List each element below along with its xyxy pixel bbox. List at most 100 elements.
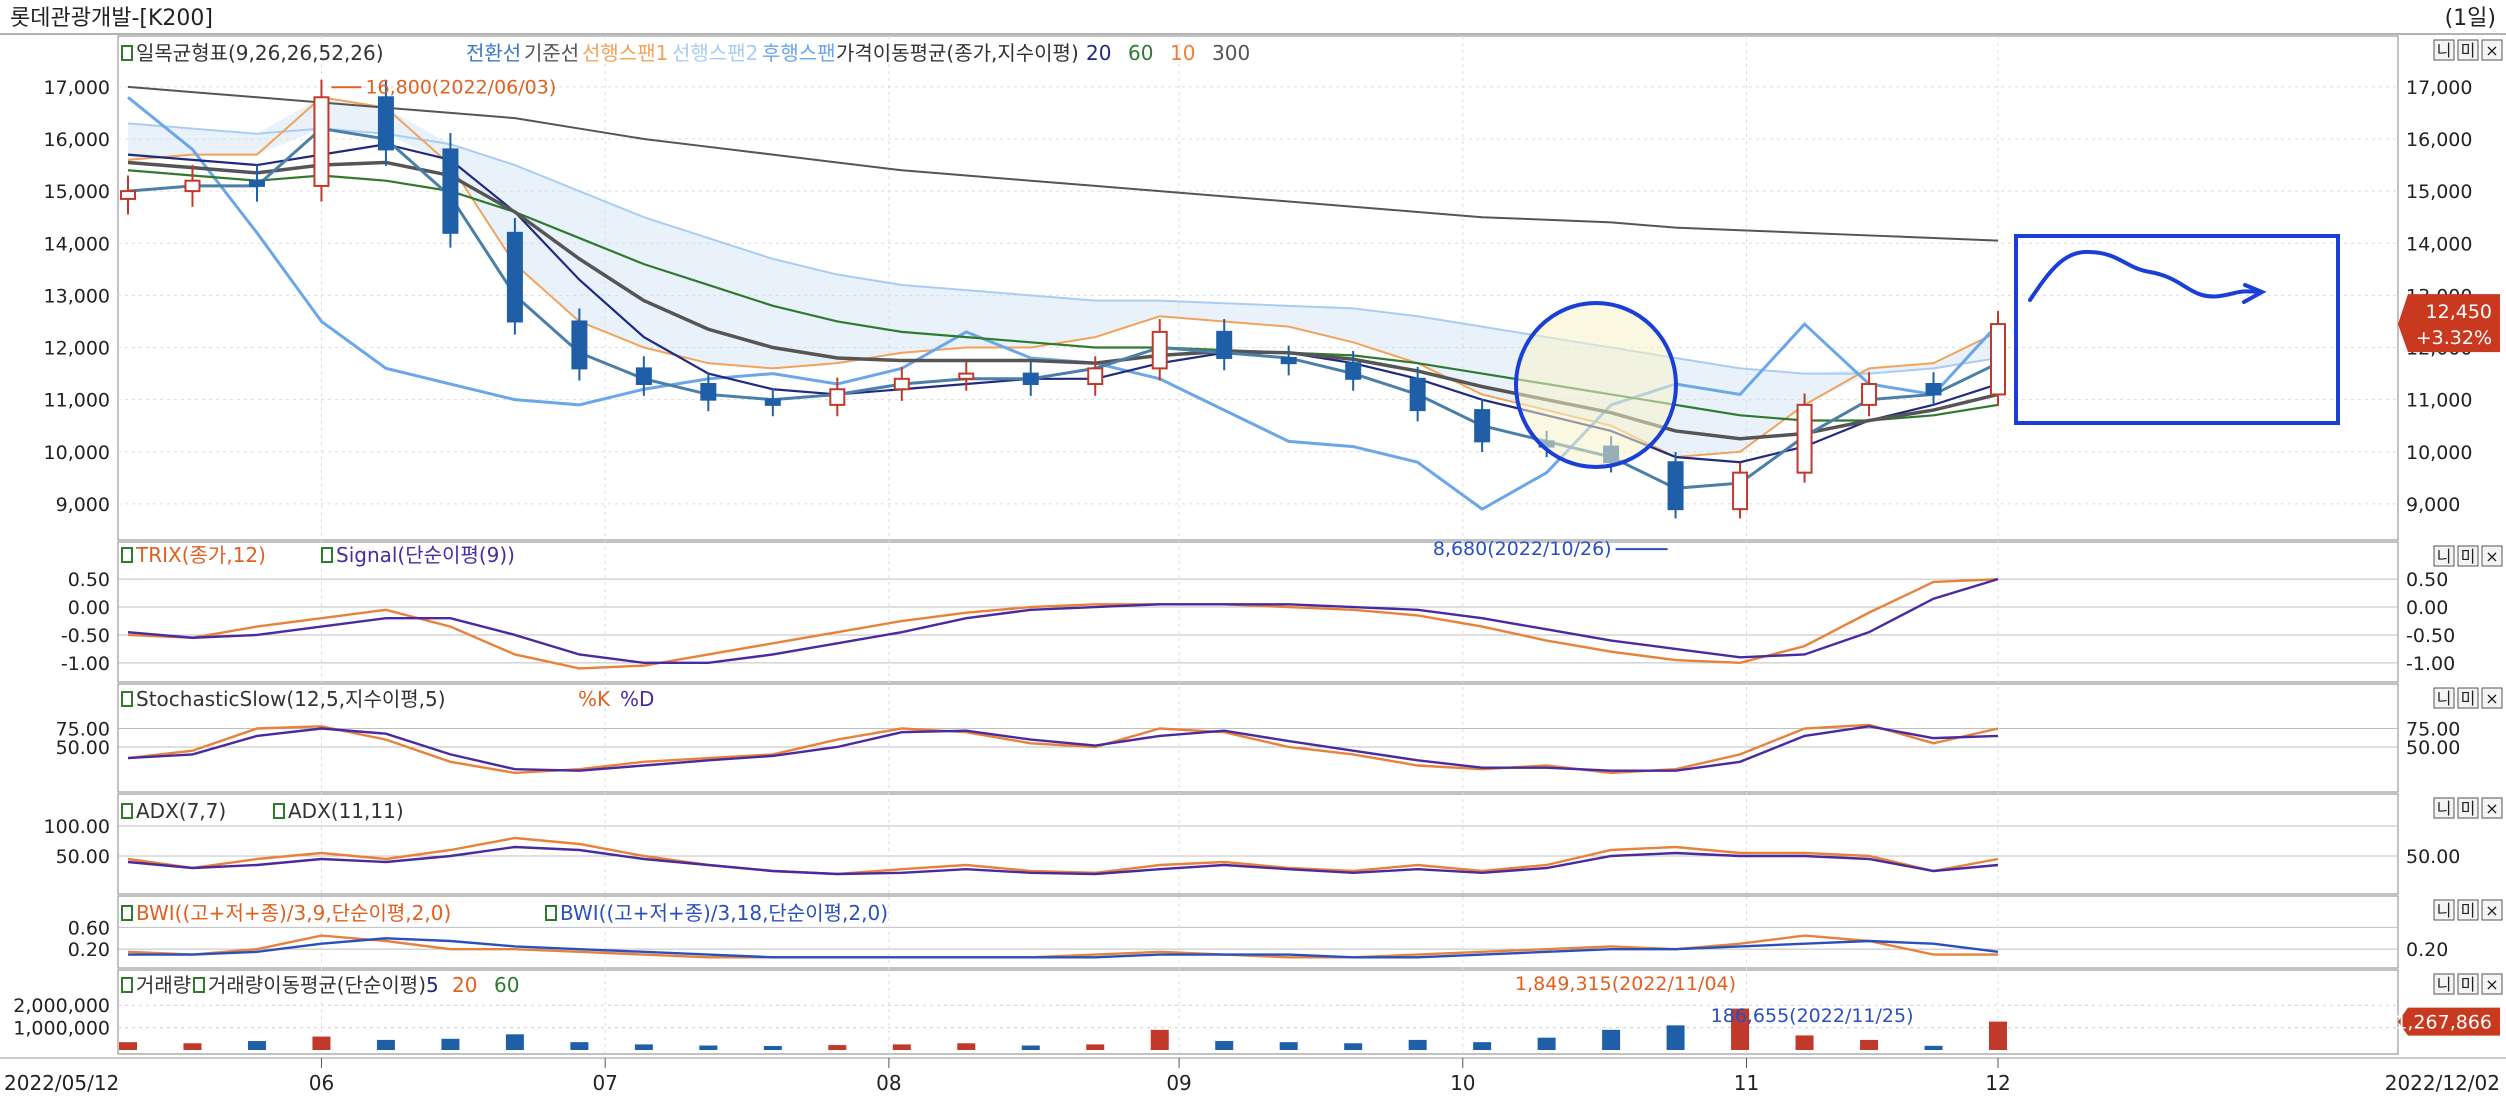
panel-button-label[interactable]: 미: [2461, 975, 2476, 994]
panel-button-label[interactable]: ×: [2485, 689, 2498, 708]
legend-checkbox[interactable]: [121, 691, 133, 707]
panel-bwi: [117, 895, 2399, 969]
bwi-tick-right: 0.20: [2406, 939, 2448, 961]
volume-bar: [570, 1042, 589, 1050]
candle-body: [1796, 403, 1813, 474]
high-annotation: 16,800(2022/06/03): [365, 76, 556, 98]
panel-button[interactable]: [2457, 545, 2479, 567]
panel-button[interactable]: [2457, 687, 2479, 709]
candle-body: [700, 383, 717, 401]
legend-item[interactable]: 60: [1128, 41, 1153, 65]
panel-button-label[interactable]: ×: [2485, 547, 2498, 566]
panel-button[interactable]: [2457, 899, 2479, 921]
panel-button[interactable]: [2433, 687, 2455, 709]
legend-item[interactable]: 일목균형표(9,26,26,52,26): [136, 41, 384, 65]
x-month-label: 11: [1734, 1071, 1759, 1095]
x-month-label: 10: [1450, 1071, 1475, 1095]
price-tick-left: 12,000: [44, 338, 110, 360]
stoch-tick-left: 50.00: [56, 737, 110, 759]
legend-checkbox[interactable]: [321, 547, 333, 563]
panel-button-label[interactable]: ×: [2485, 41, 2498, 60]
base-line: [127, 160, 1999, 441]
legend-checkbox[interactable]: [121, 547, 133, 563]
candle-body: [1280, 356, 1297, 365]
adx-tick-left: 100.00: [44, 816, 110, 838]
legend-item[interactable]: 선행스팬2: [672, 41, 758, 65]
volume-tag: [2398, 1007, 2500, 1036]
legend-item[interactable]: %K: [578, 687, 611, 711]
panel-button-label[interactable]: 니: [2437, 41, 2452, 60]
panel-button-label[interactable]: ×: [2485, 901, 2498, 920]
panel-button-label[interactable]: 니: [2437, 799, 2452, 818]
legend-item[interactable]: 가격이동평균(종가,지수이평): [836, 41, 1079, 65]
legend-item[interactable]: 5: [426, 973, 439, 997]
panel-button-label[interactable]: 미: [2461, 799, 2476, 818]
legend-checkbox[interactable]: [545, 905, 557, 921]
legend-item[interactable]: ADX(7,7): [136, 799, 226, 823]
price-tick-right: 9,000: [2406, 494, 2460, 516]
panel-button-label[interactable]: 니: [2437, 901, 2452, 920]
panel-button[interactable]: [2433, 797, 2455, 819]
legend-checkbox[interactable]: [273, 803, 285, 819]
panel-button-label[interactable]: 니: [2437, 975, 2452, 994]
panel-button[interactable]: [2433, 899, 2455, 921]
legend-item[interactable]: ADX(11,11): [288, 799, 404, 823]
volume-bar: [1731, 1008, 1750, 1050]
panel-button-label[interactable]: 니: [2437, 689, 2452, 708]
candle-body: [377, 96, 394, 151]
legend-item[interactable]: 60: [494, 973, 519, 997]
bwi-tick-left: 0.20: [68, 939, 110, 961]
panel-button[interactable]: [2433, 545, 2455, 567]
legend-item[interactable]: 선행스팬1: [582, 41, 668, 65]
legend-checkbox[interactable]: [121, 977, 133, 993]
panel-button[interactable]: [2481, 899, 2503, 921]
panel-button-label[interactable]: ×: [2485, 799, 2498, 818]
legend-item[interactable]: BWI((고+저+종)/3,9,단순이평,2,0): [136, 901, 451, 925]
legend-item[interactable]: 거래량: [136, 973, 191, 997]
panel-button-label[interactable]: 미: [2461, 901, 2476, 920]
volume-bar: [763, 1045, 782, 1050]
legend-item[interactable]: 전환선: [466, 41, 521, 65]
legend-item[interactable]: %D: [620, 687, 654, 711]
legend-item[interactable]: TRIX(종가,12): [135, 543, 266, 567]
panel-button[interactable]: [2481, 39, 2503, 61]
legend-item[interactable]: 거래량이동평균(단순이평): [208, 973, 426, 997]
panel-button-label[interactable]: ×: [2485, 975, 2498, 994]
panel-button[interactable]: [2481, 797, 2503, 819]
legend-item[interactable]: 10: [1170, 41, 1195, 65]
trix-tick-right: 0.50: [2406, 569, 2448, 591]
legend-checkbox[interactable]: [193, 977, 205, 993]
legend-checkbox[interactable]: [121, 905, 133, 921]
legend-item[interactable]: BWI((고+저+종)/3,18,단순이평,2,0): [560, 901, 888, 925]
panel-button[interactable]: [2457, 973, 2479, 995]
period-label[interactable]: (1일): [2445, 6, 2496, 31]
panel-button-label[interactable]: 미: [2461, 41, 2476, 60]
panel-button-label[interactable]: 미: [2461, 689, 2476, 708]
legend-item[interactable]: 기준선: [524, 41, 579, 65]
volume-bar: [1537, 1037, 1556, 1050]
legend-checkbox[interactable]: [121, 803, 133, 819]
legend-item[interactable]: 20: [452, 973, 477, 997]
candle-body: [635, 367, 652, 386]
legend-item[interactable]: 300: [1212, 41, 1250, 65]
trix-series-line: [127, 578, 1999, 665]
panel-button[interactable]: [2433, 39, 2455, 61]
legend-item[interactable]: 20: [1086, 41, 1111, 65]
legend-item[interactable]: 후행스팬: [762, 41, 836, 65]
panel-button[interactable]: [2457, 39, 2479, 61]
panel-button[interactable]: [2481, 545, 2503, 567]
panel-button[interactable]: [2457, 797, 2479, 819]
panel-button[interactable]: [2433, 973, 2455, 995]
stoch-tick-right: 75.00: [2406, 719, 2460, 741]
legend-checkbox[interactable]: [121, 45, 133, 61]
span2-line: [127, 122, 1999, 375]
legend-item[interactable]: Signal(단순이평(9)): [336, 543, 515, 567]
panel-button-label[interactable]: 미: [2461, 547, 2476, 566]
vol-mark-annotation: 186,655(2022/11/25): [1711, 1005, 1914, 1027]
panel-button-label[interactable]: 니: [2437, 547, 2452, 566]
price-tag-value: 12,450: [2426, 301, 2492, 323]
legend-item[interactable]: StochasticSlow(12,5,지수이평,5): [136, 687, 446, 711]
x-start-date: 2022/05/12: [4, 1071, 119, 1095]
panel-button[interactable]: [2481, 973, 2503, 995]
panel-button[interactable]: [2481, 687, 2503, 709]
